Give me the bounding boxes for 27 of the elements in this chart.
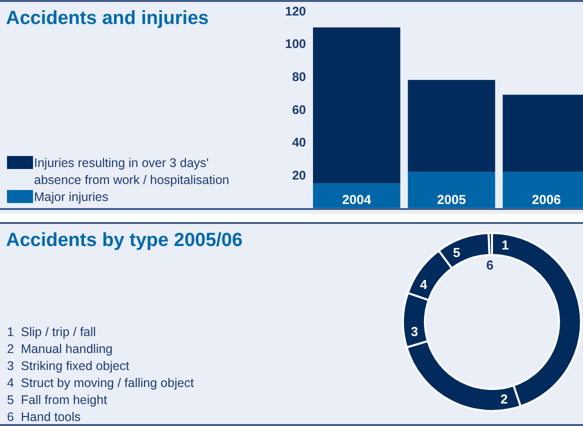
y-tick-label: 20 xyxy=(292,168,306,183)
y-tick-label: 120 xyxy=(285,4,306,18)
slice-label: 5 xyxy=(452,245,460,260)
slice-label: 2 xyxy=(500,392,508,407)
legend-label: Major injuries xyxy=(34,190,108,204)
y-tick-label: 60 xyxy=(292,102,306,117)
text: 2 Manual handling xyxy=(7,342,113,356)
slice-label: 3 xyxy=(410,324,418,339)
text: Accidents by type 2005/06 xyxy=(6,230,243,251)
x-tick-label: 2005 xyxy=(437,192,466,207)
bar xyxy=(313,183,400,208)
legend-label: Injuries resulting in over 3 days' absence from work / hospitalisation xyxy=(34,156,230,187)
slice-label: 6 xyxy=(486,258,494,273)
y-tick-label: 80 xyxy=(292,70,306,84)
text: 5 Fall from height xyxy=(7,393,108,407)
x-tick-label: 2006 xyxy=(532,192,561,207)
bar xyxy=(313,27,400,184)
text: 6 Hand tools xyxy=(7,410,81,424)
slice-label: 1 xyxy=(502,238,509,253)
text: 3 Striking fixed object xyxy=(7,359,130,373)
x-tick-label: 2004 xyxy=(342,192,372,207)
text: 1 Slip / trip / fall xyxy=(7,325,96,339)
y-tick-label: 40 xyxy=(292,136,306,150)
text: 4 Struct by moving / falling object xyxy=(7,376,194,390)
text: Accidents and injuries xyxy=(6,8,209,29)
y-tick-label: 100 xyxy=(285,37,306,52)
slice-label: 4 xyxy=(420,276,428,292)
